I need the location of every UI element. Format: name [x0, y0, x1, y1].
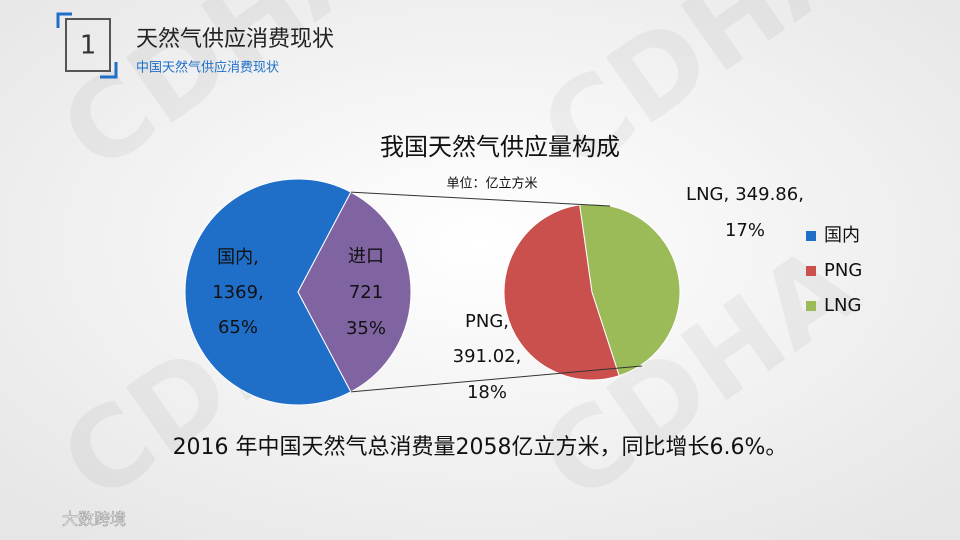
pie-slice	[184, 178, 352, 406]
data-label: 进口	[348, 246, 384, 267]
connector-line	[350, 191, 611, 207]
data-label: 721	[349, 282, 383, 303]
box-corner	[56, 12, 118, 79]
sub-pie-slice	[503, 204, 620, 381]
note: 2016 年中国天然气总消费量2058亿立方米，同比增长6.6%。	[173, 435, 788, 460]
data-label: PNG,	[465, 311, 509, 332]
data-label: 1369,	[212, 282, 264, 303]
section-number: 1	[80, 31, 97, 61]
footer-logo: 大数跨境	[62, 510, 126, 529]
data-label: 18%	[467, 382, 507, 403]
data-label: 17%	[725, 220, 765, 241]
legend-label: LNG	[824, 295, 861, 316]
slide-subtitle: 中国天然气供应消费现状	[136, 60, 279, 76]
number-box	[65, 18, 111, 72]
legend-swatch	[806, 231, 816, 241]
connector-line	[350, 365, 643, 393]
legend-label: PNG	[824, 260, 862, 281]
data-label: 65%	[218, 317, 258, 338]
label-value: 349.86,	[735, 184, 804, 205]
sub-pie-slice	[579, 203, 681, 377]
legend-swatch	[806, 266, 816, 276]
slide-title: 天然气供应消费现状	[136, 27, 334, 52]
chart-title: 我国天然气供应量构成	[380, 133, 620, 161]
data-label: LNG, 349.86,	[686, 184, 804, 205]
data-label: 35%	[346, 318, 386, 339]
unit-label: 单位：亿立方米	[446, 176, 537, 192]
legend-swatch	[806, 301, 816, 311]
data-label: 391.02,	[453, 346, 522, 367]
legend-label: 国内	[824, 225, 860, 246]
label-name: LNG,	[686, 184, 729, 205]
data-label: 国内,	[217, 247, 259, 268]
pie-slice	[297, 191, 412, 393]
